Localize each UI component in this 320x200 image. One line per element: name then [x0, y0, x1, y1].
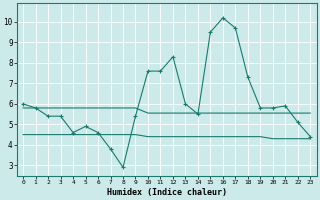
X-axis label: Humidex (Indice chaleur): Humidex (Indice chaleur) [107, 188, 227, 197]
